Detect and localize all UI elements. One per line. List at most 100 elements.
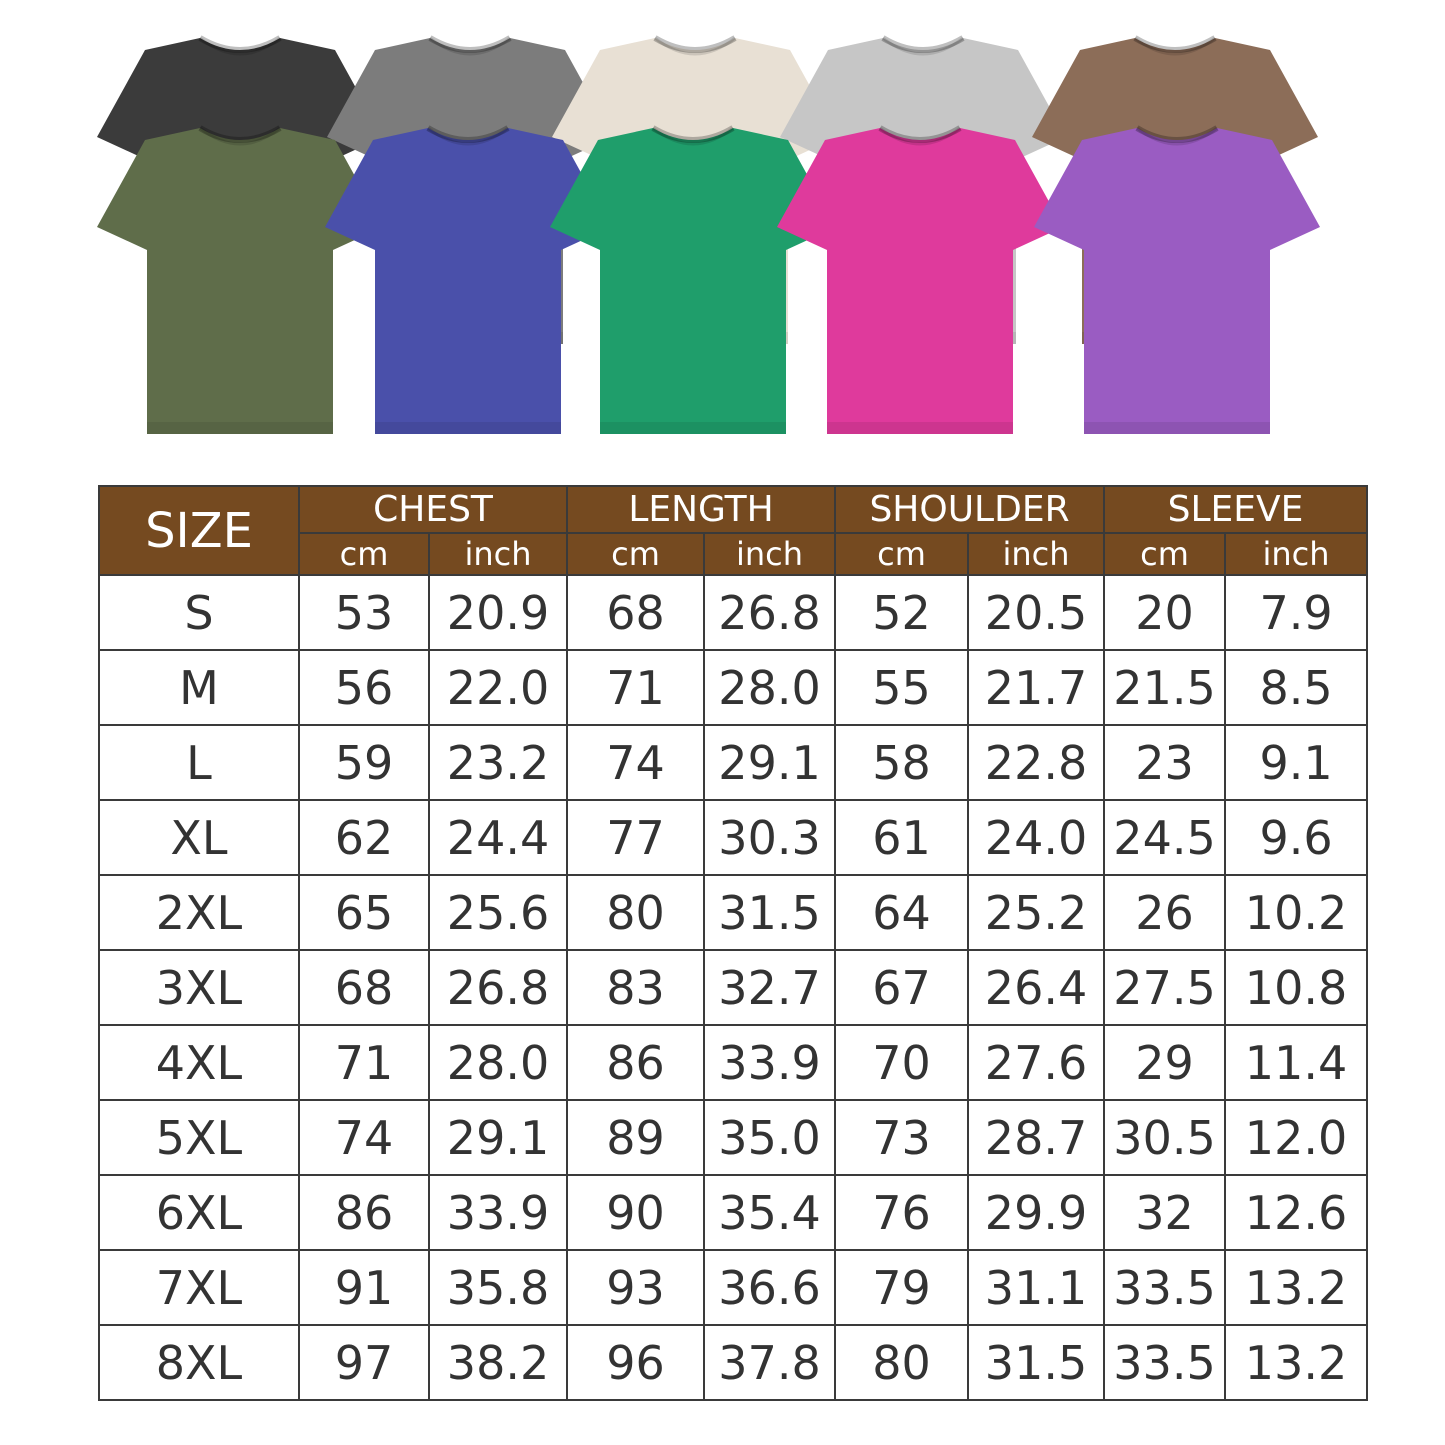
table-row: 3XL 68 26.8 83 32.7 67 26.4 27.5 10.8 [98,949,1369,1026]
table-row: 5XL 74 29.1 89 35.0 73 28.7 30.5 12.0 [98,1099,1369,1176]
table-row: 7XL 91 35.8 93 36.6 79 31.1 33.5 13.2 [98,1249,1369,1326]
sleeve-inch-cell: 10.8 [1224,949,1369,1026]
length-cm-cell: 86 [566,1024,706,1101]
length-cm-cell: 89 [566,1099,706,1176]
shoulder-header: SHOULDER [834,485,1106,534]
table-row: XL 62 24.4 77 30.3 61 24.0 24.5 9.6 [98,799,1369,876]
shoulder-inch-cell: 31.1 [967,1249,1106,1326]
unit-cm-header: cm [298,532,430,576]
chest-inch-cell: 38.2 [427,1324,569,1401]
shoulder-cm-cell: 70 [834,1024,970,1101]
shoulder-inch-cell: 26.4 [967,949,1106,1026]
length-inch-cell: 33.9 [703,1024,837,1101]
chest-cm-cell: 59 [298,724,430,801]
chest-cm-cell: 68 [298,949,430,1026]
sleeve-header: SLEEVE [1103,485,1369,534]
sleeve-inch-cell: 13.2 [1224,1324,1369,1401]
chest-inch-cell: 26.8 [427,949,569,1026]
chest-inch-cell: 35.8 [427,1249,569,1326]
table-row: S 53 20.9 68 26.8 52 20.5 20 7.9 [98,574,1369,651]
length-cm-cell: 80 [566,874,706,951]
chest-cm-cell: 53 [298,574,430,651]
size-cell: 5XL [98,1099,300,1176]
size-cell: S [98,574,300,651]
table-row: L 59 23.2 74 29.1 58 22.8 23 9.1 [98,724,1369,801]
length-cm-cell: 90 [566,1174,706,1251]
sleeve-cm-cell: 33.5 [1103,1324,1227,1401]
shoulder-cm-cell: 64 [834,874,970,951]
unit-cm-header: cm [834,532,970,576]
table-row: 2XL 65 25.6 80 31.5 64 25.2 26 10.2 [98,874,1369,951]
length-inch-cell: 26.8 [703,574,837,651]
chest-inch-cell: 28.0 [427,1024,569,1101]
shoulder-inch-cell: 21.7 [967,649,1106,726]
shoulder-cm-cell: 55 [834,649,970,726]
chest-header: CHEST [297,485,569,534]
chest-cm-cell: 71 [298,1024,430,1101]
sleeve-cm-cell: 23 [1103,724,1227,801]
size-cell: 4XL [98,1024,300,1101]
sleeve-inch-cell: 7.9 [1224,574,1369,651]
shoulder-inch-cell: 28.7 [967,1099,1106,1176]
shoulder-inch-cell: 31.5 [967,1324,1106,1401]
length-inch-cell: 35.4 [703,1174,837,1251]
unit-cm-header: cm [566,532,706,576]
chest-cm-cell: 56 [298,649,430,726]
table-row: 8XL 97 38.2 96 37.8 80 31.5 33.5 13.2 [98,1324,1369,1401]
chest-cm-cell: 86 [298,1174,430,1251]
unit-inch-header: inch [703,532,837,576]
length-inch-cell: 29.1 [703,724,837,801]
length-cm-cell: 74 [566,724,706,801]
shoulder-cm-cell: 76 [834,1174,970,1251]
shirt-olive [95,122,385,437]
shoulder-cm-cell: 79 [834,1249,970,1326]
sleeve-cm-cell: 33.5 [1103,1249,1227,1326]
shoulder-cm-cell: 52 [834,574,970,651]
shoulder-inch-cell: 29.9 [967,1174,1106,1251]
sleeve-cm-cell: 29 [1103,1024,1227,1101]
length-inch-cell: 32.7 [703,949,837,1026]
sleeve-inch-cell: 9.1 [1224,724,1369,801]
sleeve-cm-cell: 30.5 [1103,1099,1227,1176]
table-row: 6XL 86 33.9 90 35.4 76 29.9 32 12.6 [98,1174,1369,1251]
chest-inch-cell: 33.9 [427,1174,569,1251]
size-cell: 2XL [98,874,300,951]
chest-inch-cell: 20.9 [427,574,569,651]
chest-inch-cell: 29.1 [427,1099,569,1176]
size-cell: 8XL [98,1324,300,1401]
sleeve-cm-cell: 20 [1103,574,1227,651]
length-cm-cell: 77 [566,799,706,876]
shoulder-cm-cell: 73 [834,1099,970,1176]
sleeve-inch-cell: 12.6 [1224,1174,1369,1251]
chest-cm-cell: 91 [298,1249,430,1326]
length-cm-cell: 83 [566,949,706,1026]
sleeve-cm-cell: 27.5 [1103,949,1227,1026]
shirt-pink [775,122,1065,437]
shoulder-inch-cell: 25.2 [967,874,1106,951]
table-row: 4XL 71 28.0 86 33.9 70 27.6 29 11.4 [98,1024,1369,1101]
length-cm-cell: 68 [566,574,706,651]
size-cell: 6XL [98,1174,300,1251]
chest-cm-cell: 74 [298,1099,430,1176]
chest-inch-cell: 24.4 [427,799,569,876]
size-chart-table: SIZE CHEST LENGTH SHOULDER SLEEVE cm inc… [98,485,1369,1401]
shoulder-inch-cell: 24.0 [967,799,1106,876]
unit-inch-header: inch [427,532,569,576]
sleeve-cm-cell: 26 [1103,874,1227,951]
length-cm-cell: 96 [566,1324,706,1401]
size-header: SIZE [98,485,300,576]
unit-inch-header: inch [967,532,1106,576]
chest-cm-cell: 65 [298,874,430,951]
length-cm-cell: 93 [566,1249,706,1326]
length-inch-cell: 30.3 [703,799,837,876]
shirt-green [548,122,838,437]
sleeve-cm-cell: 21.5 [1103,649,1227,726]
chest-inch-cell: 23.2 [427,724,569,801]
sleeve-cm-cell: 24.5 [1103,799,1227,876]
length-inch-cell: 36.6 [703,1249,837,1326]
length-cm-cell: 71 [566,649,706,726]
size-cell: M [98,649,300,726]
length-header: LENGTH [566,485,837,534]
shoulder-cm-cell: 80 [834,1324,970,1401]
shoulder-inch-cell: 20.5 [967,574,1106,651]
